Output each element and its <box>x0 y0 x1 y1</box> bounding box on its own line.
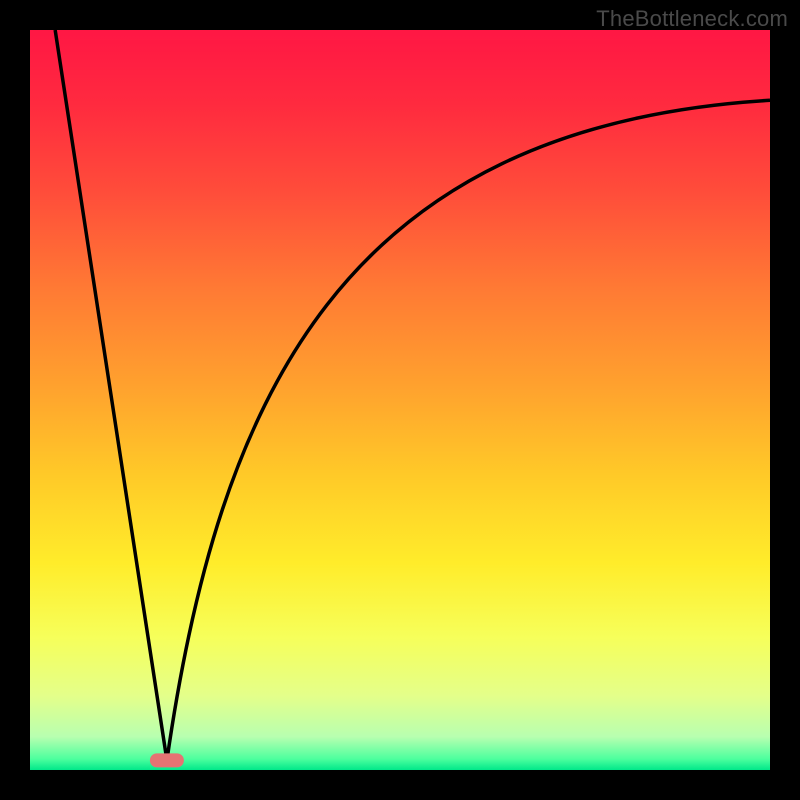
optimal-marker <box>150 753 184 767</box>
gradient-background <box>30 30 770 770</box>
watermark-text: TheBottleneck.com <box>596 6 788 32</box>
bottleneck-chart <box>0 0 800 800</box>
